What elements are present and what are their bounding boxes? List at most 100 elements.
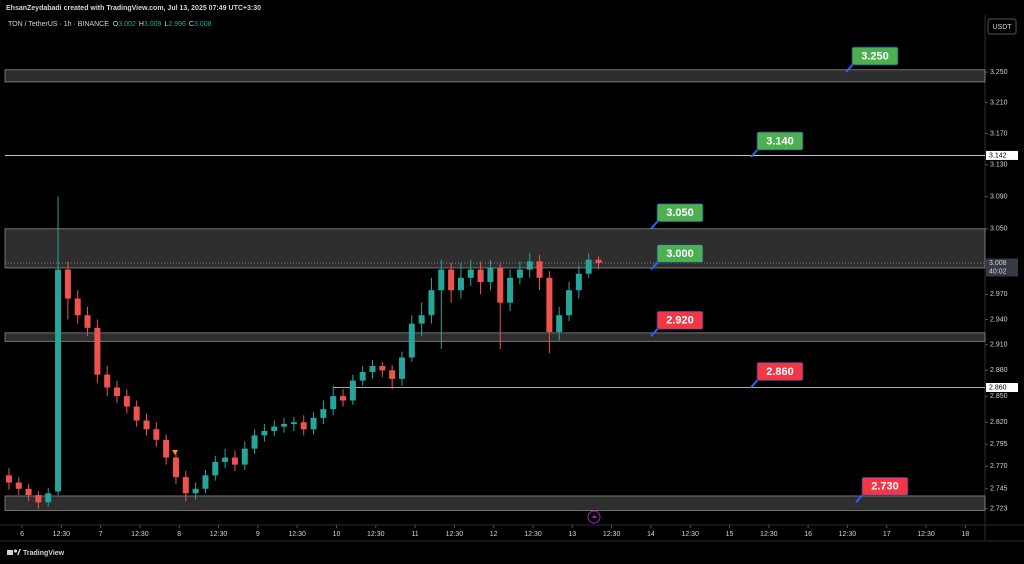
price-tag [986,150,1018,160]
x-tick-label: 12:30 [53,531,71,538]
ohlc-key: O [113,21,119,28]
x-tick-label: 12:30 [839,531,857,538]
candle-body [575,273,582,291]
footer-logo-text: TradingView [23,550,65,557]
price-countdown: 40:02 [989,268,1007,275]
candle-body [330,396,337,410]
candle-body [340,396,347,401]
x-tick-label: 12:30 [917,531,935,538]
candle-body [408,323,415,358]
callout-box [656,310,704,330]
candle-body [35,495,42,503]
candle-body [143,420,150,430]
callout-box [656,203,704,223]
candle-body [163,439,170,458]
callout-box [656,244,704,263]
price-tag-label: 3.142 [989,152,1007,159]
callout-box [861,476,909,496]
marker [172,450,178,455]
candle-body [418,315,425,324]
candle-body [123,396,130,407]
x-tick-label: 15 [726,531,734,538]
callout-box [851,46,899,66]
x-tick-label: 12:30 [210,531,228,538]
ohlc-key: C [189,21,194,28]
candle-body [74,298,81,316]
x-tick-label: 12:30 [681,531,699,538]
logo-mark [13,549,18,553]
candle-body [595,259,602,263]
callout-label: 2.920 [666,315,694,327]
x-tick-label: 16 [804,531,812,538]
zone [4,69,986,83]
candle-body [84,315,91,328]
candle-body [172,457,179,478]
x-tick-label: 14 [647,531,655,538]
x-tick-label: 17 [883,531,891,538]
candle-body [389,370,396,379]
x-tick-label: 12:30 [131,531,149,538]
price-tag-label: 2.860 [989,384,1007,391]
candle-body [153,429,160,440]
ohlc-key: H [139,21,144,28]
candle-body [546,277,553,333]
x-tick-label: 12:30 [367,531,385,538]
candle-body [133,406,140,421]
candle-body [182,477,189,494]
candle-body [349,380,356,401]
y-tick-label: 3.130 [990,162,1008,169]
candle-body [55,269,62,492]
x-tick-label: 12:30 [603,531,621,538]
callout-label: 2.730 [871,481,899,493]
x-tick-label: 8 [177,531,181,538]
logo-mark [7,550,13,555]
credit: EhsanZeydabadi created with TradingView.… [6,5,261,12]
y-tick-label: 3.210 [990,99,1008,106]
candle-body [507,277,514,303]
y-tick-label: 3.050 [990,226,1008,233]
candle-body [64,269,71,299]
x-tick-label: 6 [20,531,24,538]
candle-body [192,488,199,494]
ohlc-value: 3.002 [118,21,136,28]
candle-body [585,259,592,274]
y-tick-label: 2.910 [990,342,1008,349]
candle-body [290,422,297,425]
y-tick-label: 2.970 [990,291,1008,298]
candle-body [566,290,573,316]
x-tick-label: 18 [961,531,969,538]
currency[interactable]: USDT [992,24,1012,31]
ohlc-key: L [164,21,168,28]
candle-body [516,269,523,278]
candle-body [114,387,121,397]
y-tick-label: 3.250 [990,69,1008,76]
y-tick-label: 2.723 [990,505,1008,512]
x-tick-label: 12 [490,531,498,538]
candle-body [241,448,248,465]
candle-body [487,267,494,282]
logo-mark [17,549,21,555]
ohlc-value: 2.996 [168,21,186,28]
candle-body [104,374,111,388]
x-tick-label: 9 [256,531,260,538]
candle-body [438,269,445,291]
currency-button[interactable] [987,18,1017,35]
candle-body [261,431,268,436]
callout-label: 2.860 [766,366,794,378]
x-tick-label: 12:30 [288,531,306,538]
candle-body [398,357,405,379]
callout-box [756,131,804,151]
candle-body [251,435,258,449]
y-tick-label: 3.170 [990,130,1008,137]
candle-body [222,457,229,462]
candle-body [320,409,327,418]
callout-label: 3.050 [666,207,694,219]
x-tick-label: 7 [99,531,103,538]
candle-body [271,426,278,432]
symbol-legend: TON / TetherUS · 1h · BINANCE O3.002 H3.00… [8,21,212,28]
event-icon[interactable] [587,510,601,524]
candle-body [536,261,543,278]
callout-label: 3.140 [766,135,794,147]
y-tick-label: 2.850 [990,393,1008,400]
